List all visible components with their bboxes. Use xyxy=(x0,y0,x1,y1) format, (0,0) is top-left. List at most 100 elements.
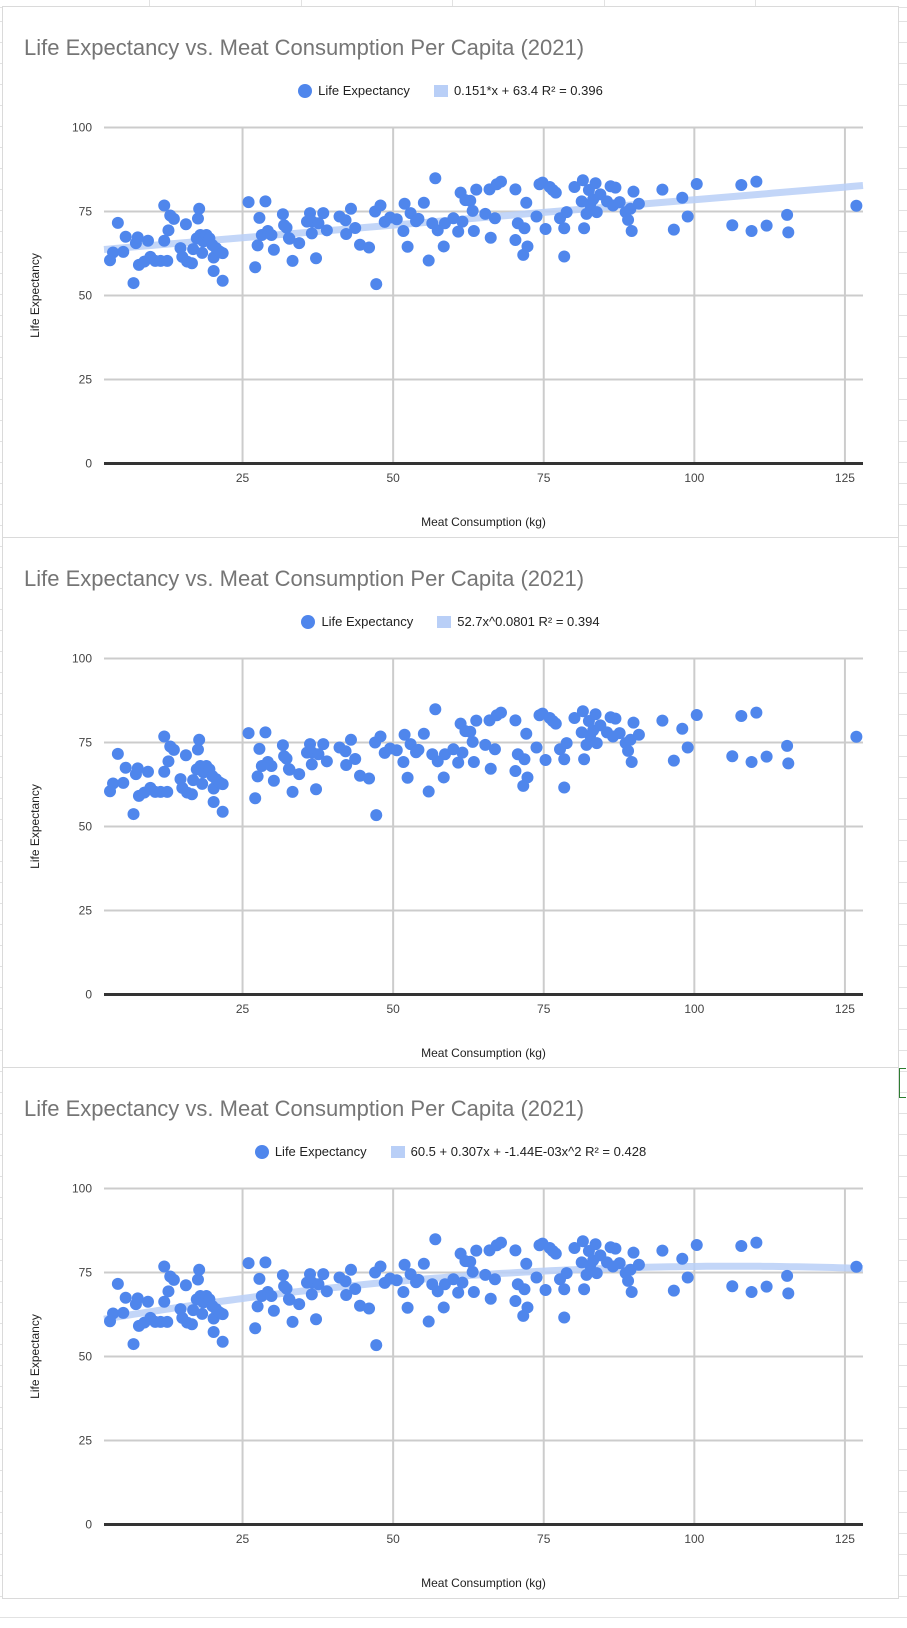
data-point xyxy=(484,1292,497,1305)
x-tick-label: 75 xyxy=(537,1532,551,1546)
data-point xyxy=(259,726,272,739)
data-point xyxy=(613,727,626,740)
data-point xyxy=(509,1244,522,1257)
data-point xyxy=(401,1301,414,1314)
data-point xyxy=(158,234,171,247)
data-point xyxy=(283,232,296,245)
data-point xyxy=(422,254,435,267)
y-tick-label: 50 xyxy=(79,820,93,834)
data-point xyxy=(339,745,352,758)
chart-title: Life Expectancy vs. Meat Consumption Per… xyxy=(24,1096,585,1121)
data-point xyxy=(464,194,477,207)
data-point xyxy=(179,1279,192,1292)
data-point xyxy=(185,257,198,270)
data-point xyxy=(242,727,255,740)
data-point xyxy=(558,250,571,263)
y-tick-label: 50 xyxy=(79,1350,93,1364)
x-axis-label: Meat Consumption (kg) xyxy=(421,515,546,529)
data-point xyxy=(625,224,638,237)
data-point xyxy=(354,238,367,251)
data-point xyxy=(632,197,645,210)
x-axis-label: Meat Consumption (kg) xyxy=(421,1046,546,1060)
legend-trendline-marker-icon xyxy=(390,1145,405,1158)
data-point xyxy=(558,1283,571,1296)
data-point xyxy=(207,795,220,808)
x-tick-label: 100 xyxy=(684,1532,704,1546)
data-point xyxy=(193,1263,206,1276)
y-axis-label: Life Expectancy xyxy=(28,1314,42,1399)
data-point xyxy=(466,1265,479,1278)
legend-label-series: Life Expectancy xyxy=(318,83,410,98)
data-point xyxy=(242,196,255,209)
data-point xyxy=(412,212,425,225)
data-point xyxy=(253,742,266,755)
data-point xyxy=(417,727,430,740)
chart-panel-polynomial[interactable]: Life Expectancy vs. Meat Consumption Per… xyxy=(2,1067,899,1599)
data-point xyxy=(119,1291,132,1304)
chart-panel-linear[interactable]: Life Expectancy vs. Meat Consumption Per… xyxy=(2,6,899,538)
data-point xyxy=(681,741,694,754)
data-point xyxy=(558,781,571,794)
data-point xyxy=(539,1283,552,1296)
data-point xyxy=(344,202,357,215)
data-point xyxy=(479,738,492,751)
scatter-plot: 0 25 50 75 100 25 50 75 100 125 Meat Consumption (… xyxy=(28,1182,864,1590)
data-point xyxy=(456,1276,469,1289)
data-point xyxy=(317,738,330,751)
data-point xyxy=(484,231,497,244)
data-point xyxy=(141,765,154,778)
data-point xyxy=(613,1257,626,1270)
chart-legend: Life Expectancy 0.151*x + 63.4 R² = 0.39… xyxy=(3,83,898,98)
data-point xyxy=(320,755,333,768)
data-point xyxy=(127,808,140,821)
data-point xyxy=(549,186,562,199)
data-point xyxy=(305,1288,318,1301)
data-point xyxy=(690,708,703,721)
data-point xyxy=(539,222,552,235)
data-point xyxy=(622,744,635,757)
data-point xyxy=(452,225,465,238)
legend-label-trendline: 52.7x^0.0801 R² = 0.394 xyxy=(457,614,600,629)
data-point xyxy=(141,234,154,247)
chart-title: Life Expectancy vs. Meat Consumption Per… xyxy=(24,35,585,60)
data-point xyxy=(625,755,638,768)
data-point xyxy=(283,1293,296,1306)
data-point xyxy=(158,199,171,212)
data-point xyxy=(690,1238,703,1251)
data-point xyxy=(470,714,483,727)
data-point xyxy=(216,247,229,260)
data-point xyxy=(726,1280,739,1293)
data-point xyxy=(467,224,480,237)
data-point xyxy=(191,743,204,756)
data-point xyxy=(781,1269,794,1282)
data-point xyxy=(509,183,522,196)
data-point xyxy=(412,1273,425,1286)
data-point xyxy=(549,717,562,730)
data-point xyxy=(750,706,763,719)
data-point xyxy=(141,1295,154,1308)
data-point xyxy=(161,1315,174,1328)
data-point xyxy=(520,1257,533,1270)
data-point xyxy=(470,1244,483,1257)
data-point xyxy=(398,1258,411,1271)
data-point xyxy=(518,222,531,235)
data-point xyxy=(484,762,497,775)
legend-point-marker-icon xyxy=(298,83,313,98)
data-point xyxy=(286,785,299,798)
data-point xyxy=(119,230,132,243)
data-point xyxy=(401,771,414,784)
data-point xyxy=(745,224,758,237)
data-point xyxy=(310,252,323,265)
legend-label-series: Life Expectancy xyxy=(274,1144,367,1159)
data-point xyxy=(216,1308,229,1321)
data-point xyxy=(276,739,289,752)
data-point xyxy=(726,750,739,763)
data-point xyxy=(162,224,175,237)
data-point xyxy=(187,243,200,256)
data-point xyxy=(191,1273,204,1286)
data-point xyxy=(363,241,376,254)
data-point xyxy=(609,712,622,725)
chart-panel-power[interactable]: Life Expectancy vs. Meat Consumption Per… xyxy=(2,537,899,1069)
data-point xyxy=(111,216,124,229)
data-point xyxy=(253,1272,266,1285)
